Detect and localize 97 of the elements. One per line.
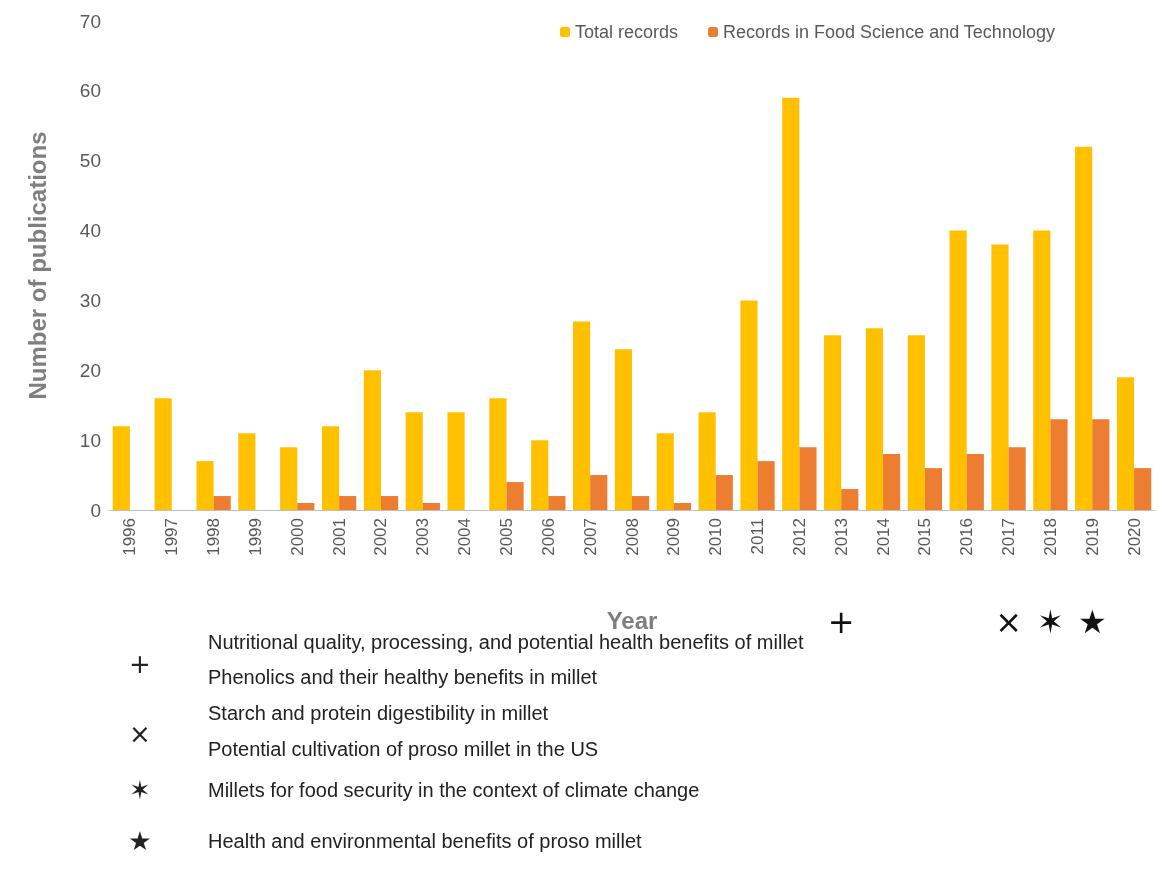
x-tick-label: 2005 xyxy=(496,518,516,556)
bar xyxy=(883,454,901,510)
bar xyxy=(590,475,608,510)
bar xyxy=(112,426,130,510)
y-tick-label: 0 xyxy=(90,499,101,521)
y-tick-label: 40 xyxy=(79,220,101,242)
text: × xyxy=(129,719,151,749)
bar xyxy=(1050,419,1068,510)
bar xyxy=(1116,377,1135,510)
y-tick-label: 70 xyxy=(79,10,101,32)
bar xyxy=(1008,447,1026,510)
text: Nutritional quality, processing, and potential health benefits of millet xyxy=(208,631,804,653)
x-tick-label: 2011 xyxy=(748,518,768,555)
bar xyxy=(154,398,172,510)
text: Potential cultivation of proso millet in the US xyxy=(208,738,599,760)
text: × xyxy=(995,603,1022,641)
text: Phenolics and their healthy benefits in millet xyxy=(208,666,598,688)
bar xyxy=(865,328,884,510)
x-tick-label: 2008 xyxy=(622,518,642,556)
bar xyxy=(782,97,800,510)
bar xyxy=(238,433,256,510)
y-tick-label: 20 xyxy=(79,359,101,381)
text: Starch and protein digestibility in millet xyxy=(208,702,549,724)
bar xyxy=(380,496,399,510)
bar xyxy=(548,496,566,510)
text: ✶ xyxy=(129,775,151,805)
text: ★ xyxy=(1077,603,1107,641)
bar xyxy=(213,496,231,510)
x-tick-label: 1998 xyxy=(204,518,224,556)
bar xyxy=(632,496,650,510)
bar xyxy=(614,349,632,510)
text: + xyxy=(129,649,151,679)
bar xyxy=(924,468,943,510)
bar xyxy=(740,300,758,510)
x-tick-label: 2020 xyxy=(1124,518,1144,556)
y-tick-label: 50 xyxy=(79,150,101,172)
x-tick-label: 2001 xyxy=(329,518,349,556)
bar xyxy=(991,244,1009,510)
bar xyxy=(573,321,591,510)
bar xyxy=(673,503,691,510)
bar xyxy=(506,482,524,510)
text: Health and environmental benefits of proso millet xyxy=(208,830,643,852)
bar xyxy=(321,426,340,510)
x-tick-label: 2012 xyxy=(789,518,809,556)
y-tick-label: 60 xyxy=(79,80,101,102)
text: ★ xyxy=(128,826,152,856)
bar xyxy=(196,461,214,510)
x-tick-label: 2009 xyxy=(664,518,684,556)
bar xyxy=(907,335,925,510)
bar xyxy=(966,454,984,510)
bar xyxy=(363,370,381,510)
bar xyxy=(799,447,817,510)
bar xyxy=(949,230,967,510)
x-tick-label: 2000 xyxy=(287,518,307,556)
y-tick-label: 10 xyxy=(79,429,101,451)
y-tick-label: 30 xyxy=(79,289,101,311)
x-tick-label: 2006 xyxy=(538,518,558,556)
x-axis-title: Year xyxy=(606,606,658,634)
bar xyxy=(757,461,775,510)
x-tick-label: 2017 xyxy=(999,518,1019,556)
x-tick-label: 2003 xyxy=(413,518,433,556)
bar xyxy=(1092,419,1110,510)
bar xyxy=(280,447,298,510)
x-tick-label: 2004 xyxy=(455,518,475,556)
text: Millets for food security in the context of climate change xyxy=(208,779,700,801)
legend-label: Total records xyxy=(575,22,679,42)
x-tick-label: 2018 xyxy=(1040,518,1060,556)
x-tick-label: 1999 xyxy=(245,518,265,556)
x-tick-label: 2007 xyxy=(580,518,600,556)
bar xyxy=(297,503,315,510)
bar xyxy=(698,412,716,510)
bar xyxy=(1134,468,1152,510)
x-tick-label: 1997 xyxy=(162,518,182,556)
bar xyxy=(824,335,842,510)
legend-label: Records in Food Science and Technology xyxy=(723,22,1055,42)
x-tick-label: 2014 xyxy=(873,518,893,556)
bar xyxy=(715,475,733,510)
bar xyxy=(405,412,423,510)
bar xyxy=(339,496,357,510)
bar xyxy=(1033,230,1051,510)
y-axis-title: Number of publications xyxy=(23,131,51,400)
x-tick-label: 2019 xyxy=(1082,518,1102,556)
x-tick-label: 2016 xyxy=(957,518,977,556)
x-tick-label: 2013 xyxy=(831,518,851,556)
x-tick-label: 2002 xyxy=(371,518,391,556)
text: ✶ xyxy=(1036,603,1064,641)
bar xyxy=(841,489,859,510)
bar xyxy=(489,398,507,510)
x-tick-label: 2015 xyxy=(915,518,935,556)
x-tick-label: 1996 xyxy=(120,518,140,556)
bar xyxy=(656,433,674,510)
bar xyxy=(531,440,549,510)
bar xyxy=(422,503,440,510)
bar xyxy=(447,412,465,510)
x-tick-label: 2010 xyxy=(706,518,726,556)
bar xyxy=(1075,146,1093,510)
text: + xyxy=(827,603,855,641)
